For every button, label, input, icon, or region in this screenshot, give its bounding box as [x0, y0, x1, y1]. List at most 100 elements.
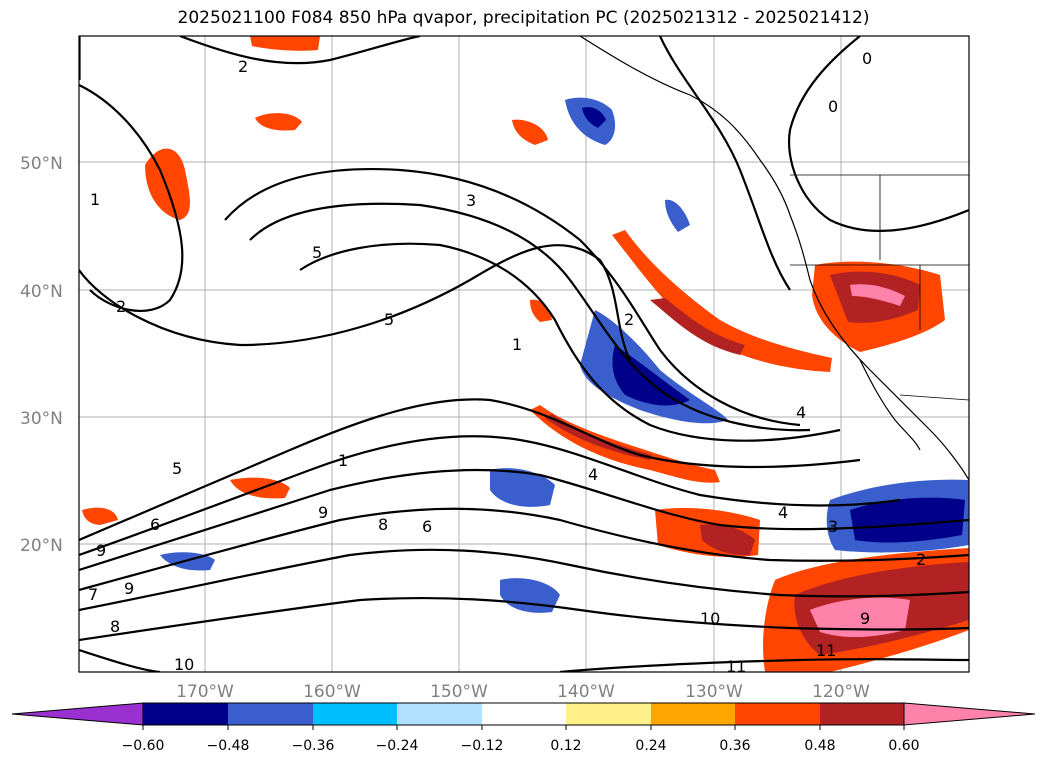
contour-labels: 2 0 3 1 5 5 2 1 2 4 4 4 3 2 5 9 8 6 6 9 …: [88, 49, 926, 676]
contour-7: [79, 468, 969, 572]
contour-label: 10: [174, 655, 194, 674]
contour-label: 11: [726, 657, 746, 676]
contour-9-sw: [79, 648, 161, 672]
colorbar-segment: [397, 703, 482, 725]
lon-label: 120°W: [812, 682, 870, 702]
precip-neg-south: [500, 578, 560, 613]
gridlines: [79, 36, 969, 672]
contour-label: 3: [466, 191, 476, 210]
lon-label: 150°W: [430, 682, 488, 702]
precip-neg-small: [665, 199, 690, 232]
colorbar-tick-label: 0.24: [635, 738, 666, 754]
precip-gulf-alaska: [512, 119, 548, 145]
lon-label: 170°W: [176, 682, 234, 702]
precip-band-ar-core: [650, 298, 745, 355]
colorbar-frame: [142, 702, 905, 726]
contour-label: 0: [828, 97, 838, 116]
precip-shading: [82, 36, 969, 672]
precip-neg-band-core: [612, 345, 690, 406]
colorbar: −0.60 −0.48 −0.36 −0.24 −0.12 0.12 0.24 …: [11, 702, 1036, 754]
contour-1-coast: [658, 36, 791, 291]
contour-label: 5: [312, 243, 322, 262]
precip-west-patch: [145, 148, 190, 220]
coastlines: [79, 36, 969, 481]
contour-5-upper: [299, 242, 841, 442]
contour-2-top: [179, 36, 421, 65]
contour-6: [79, 435, 901, 557]
contour-4-upper: [249, 202, 811, 432]
precip-neg-band: [580, 310, 728, 424]
colorbar-tick-label: −0.12: [461, 738, 504, 754]
precip-band-subtropical-core: [545, 414, 652, 460]
contour-label: 6: [150, 515, 160, 534]
contour-label: 4: [588, 465, 598, 484]
contour-label: 11: [816, 641, 836, 660]
precip-eastern-tropics-peak: [810, 597, 910, 638]
precip-mid-patch: [530, 299, 552, 322]
precip-neg-east-core: [850, 497, 965, 543]
contour-label: 5: [384, 310, 394, 329]
colorbar-tick-label: −0.24: [376, 738, 419, 754]
contour-9: [79, 548, 969, 612]
lon-label: 160°W: [303, 682, 361, 702]
contour-label: 9: [860, 609, 870, 628]
colorbar-segment: [735, 703, 820, 725]
contour-label: 1: [338, 451, 348, 470]
colorbar-segment: [11, 702, 144, 726]
contour-label: 2: [624, 310, 634, 329]
colorbar-labels: −0.60 −0.48 −0.36 −0.24 −0.12 0.12 0.24 …: [122, 738, 920, 754]
contour-label: 4: [796, 403, 806, 422]
contour-label: 0: [862, 49, 872, 68]
borders: [790, 174, 969, 401]
contour-label: 5: [172, 459, 182, 478]
colorbar-tick-label: 0.12: [550, 738, 581, 754]
colorbar-ticks: [142, 725, 905, 730]
colorbar-tick-label: 0.60: [888, 738, 919, 754]
map-frame: [78, 35, 970, 673]
colorbar-segment: [566, 703, 651, 725]
precip-california-peak: [850, 284, 905, 306]
contour-label: 1: [90, 190, 100, 209]
colorbar-tick-label: 0.48: [804, 738, 835, 754]
colorbar-tick-label: −0.36: [292, 738, 335, 754]
colorbar-segment: [482, 703, 566, 725]
contour-8: [79, 507, 969, 592]
precip-hawaii-core: [700, 524, 755, 556]
contour-label: 8: [110, 617, 120, 636]
longitude-labels: 170°W 160°W 150°W 140°W 130°W 120°W: [176, 682, 870, 702]
contour-label: 2: [916, 550, 926, 569]
colorbar-segment: [228, 703, 313, 725]
lon-label: 130°W: [685, 682, 743, 702]
colorbar-tick-label: 0.36: [719, 738, 750, 754]
precip-aleutian-patch: [255, 113, 302, 131]
precip-neg-mid: [490, 468, 555, 507]
coastline-baja: [859, 359, 921, 451]
contour-label: 2: [238, 57, 248, 76]
contour-5-lower: [79, 398, 861, 542]
colorbar-segment: [651, 703, 735, 725]
colorbar-segment: [313, 703, 397, 725]
contour-label: 9: [124, 579, 134, 598]
contour-label: 4: [778, 503, 788, 522]
contour-label: 1: [512, 335, 522, 354]
contour-0-east: [788, 36, 969, 233]
contour-label: 9: [96, 541, 106, 560]
contour-label: 3: [828, 517, 838, 536]
coastline-north-america: [579, 36, 969, 481]
precip-band-subtropical: [530, 405, 720, 483]
colorbar-segment: [143, 703, 228, 725]
contour-label: 2: [116, 297, 126, 316]
colorbar-segment: [820, 703, 904, 725]
lat-label: 50°N: [20, 154, 63, 174]
lat-label: 20°N: [20, 536, 63, 556]
contour-label: 7: [88, 585, 98, 604]
precip-far-west: [82, 507, 118, 525]
precip-neg-gulf-core: [582, 107, 606, 128]
lat-label: 40°N: [20, 282, 63, 302]
contour-label: 6: [422, 517, 432, 536]
contour-2-west: [79, 84, 184, 312]
contour-10: [79, 596, 969, 642]
contour-label: 8: [378, 515, 388, 534]
contour-label: 9: [318, 503, 328, 522]
lat-label: 30°N: [20, 409, 63, 429]
